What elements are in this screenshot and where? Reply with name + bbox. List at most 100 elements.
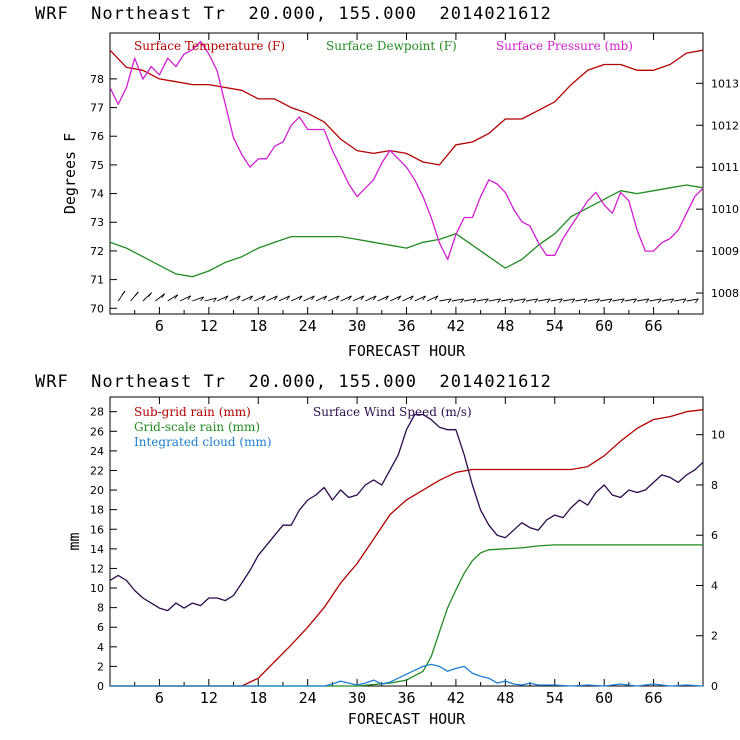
wind-barb: [550, 298, 563, 302]
wind-barb: [624, 298, 637, 302]
wind-barb-flag: [409, 295, 414, 301]
wind-barb: [229, 295, 241, 302]
wind-barb-flag: [236, 295, 241, 301]
wind-barb-flag: [460, 298, 464, 304]
wind-barb-flag: [571, 298, 576, 304]
x-tick-label: 12: [200, 689, 218, 707]
y-axis-label: Degrees F: [61, 133, 79, 214]
series-line-surface-pressure-mb: [109, 40, 704, 261]
wind-barb: [439, 298, 452, 302]
wind-barb: [340, 295, 352, 302]
wind-barb: [167, 294, 179, 302]
y2-tick-label: 1011: [711, 161, 739, 174]
wind-barb-flag: [484, 298, 489, 304]
wind-barb-flag: [608, 298, 613, 304]
wind-barb: [179, 295, 191, 302]
wind-barb-flag: [509, 298, 514, 304]
y-tick-label: 2: [97, 660, 104, 673]
x-tick-label: 48: [496, 689, 514, 707]
wind-barb-flag: [335, 295, 340, 301]
y-tick-label: 74: [90, 188, 104, 201]
y-tick-label: 70: [90, 302, 104, 315]
wind-barb: [674, 298, 687, 302]
y-tick-label: 8: [97, 602, 104, 615]
y-tick-label: 12: [90, 562, 104, 575]
wind-barb: [155, 293, 166, 302]
series-line-surface-temperature-f: [109, 49, 704, 166]
x-tick-label: 60: [595, 689, 613, 707]
y2-tick-label: 4: [711, 579, 718, 592]
y-tick-label: 16: [90, 523, 104, 536]
wind-barb: [612, 298, 625, 302]
legend-entry: Grid-scale rain (mm): [134, 420, 260, 434]
x-tick-label: 30: [348, 689, 366, 707]
x-tick-label: 36: [397, 689, 415, 707]
wind-barb: [352, 295, 365, 302]
wind-barb: [451, 298, 464, 302]
wind-barb: [253, 295, 266, 302]
wind-barb: [365, 295, 377, 302]
wind-barb: [501, 298, 514, 302]
x-tick-label: 36: [397, 317, 415, 335]
y-tick-label: 28: [90, 406, 104, 419]
wind-barb: [575, 298, 588, 302]
wind-barb-flag: [657, 298, 662, 304]
y-tick-label: 78: [90, 73, 104, 86]
wind-barb-flag: [694, 298, 699, 304]
wind-barb: [538, 298, 551, 302]
wind-barb: [328, 295, 340, 302]
y2-tick-label: 1008: [711, 287, 739, 300]
wind-barb-flag: [323, 295, 328, 301]
wind-barb: [414, 295, 426, 302]
legend-entry: Surface Dewpoint (F): [326, 39, 457, 53]
wind-barb-flag: [298, 295, 303, 301]
y-tick-label: 22: [90, 464, 104, 477]
wind-barb-flag: [249, 295, 254, 301]
legend-entry: Surface Wind Speed (m/s): [313, 405, 472, 419]
wind-barb: [562, 298, 575, 302]
legend-entry: Surface Pressure (mb): [496, 39, 633, 53]
wind-barb-flag: [187, 295, 192, 301]
wind-barb: [241, 295, 253, 302]
y2-tick-label: 1013: [711, 77, 739, 90]
x-tick-label: 54: [546, 689, 564, 707]
chart-title: WRF Northeast Tr 20.000, 155.000 2014021…: [35, 4, 552, 24]
wind-barb-flag: [311, 295, 315, 301]
wind-barb-flag: [348, 295, 352, 301]
wind-barb-flag: [559, 298, 563, 304]
y-tick-label: 20: [90, 484, 104, 497]
y-tick-label: 72: [90, 245, 104, 258]
wind-barb: [192, 296, 204, 302]
wind-barb-flag: [274, 295, 278, 301]
wind-barb: [513, 298, 526, 302]
x-tick-label: 30: [348, 317, 366, 335]
wind-barb: [216, 295, 229, 302]
legend-entry: Integrated cloud (mm): [134, 435, 272, 449]
wind-barb-flag: [372, 295, 377, 301]
y2-tick-label: 1012: [711, 119, 739, 132]
y2-tick-label: 10: [711, 429, 725, 442]
wind-barb-flag: [447, 298, 452, 304]
y-tick-label: 73: [90, 216, 104, 229]
wind-barb: [587, 298, 600, 302]
wind-barb-flag: [682, 298, 687, 304]
y2-tick-label: 1009: [711, 245, 739, 258]
wind-barb: [649, 298, 662, 302]
y-axis-label: mm: [65, 532, 83, 550]
wind-barb-flag: [174, 294, 179, 299]
wind-barb-flag: [224, 295, 229, 301]
y-tick-label: 10: [90, 582, 104, 595]
y-tick-label: 6: [97, 621, 104, 634]
y2-tick-label: 8: [711, 479, 718, 492]
y-tick-label: 71: [90, 274, 104, 287]
wind-barb-flag: [522, 298, 526, 304]
plot-frame: [109, 32, 704, 315]
legend-entry: Sub-grid rain (mm): [134, 405, 251, 419]
wind-barb-flag: [583, 298, 588, 304]
wind-barb-flag: [670, 298, 674, 304]
wind-barb: [278, 295, 290, 302]
y-tick-label: 76: [90, 130, 104, 143]
y2-tick-label: 6: [711, 529, 718, 542]
series-line-surface-wind-speed-m-s: [109, 413, 704, 612]
